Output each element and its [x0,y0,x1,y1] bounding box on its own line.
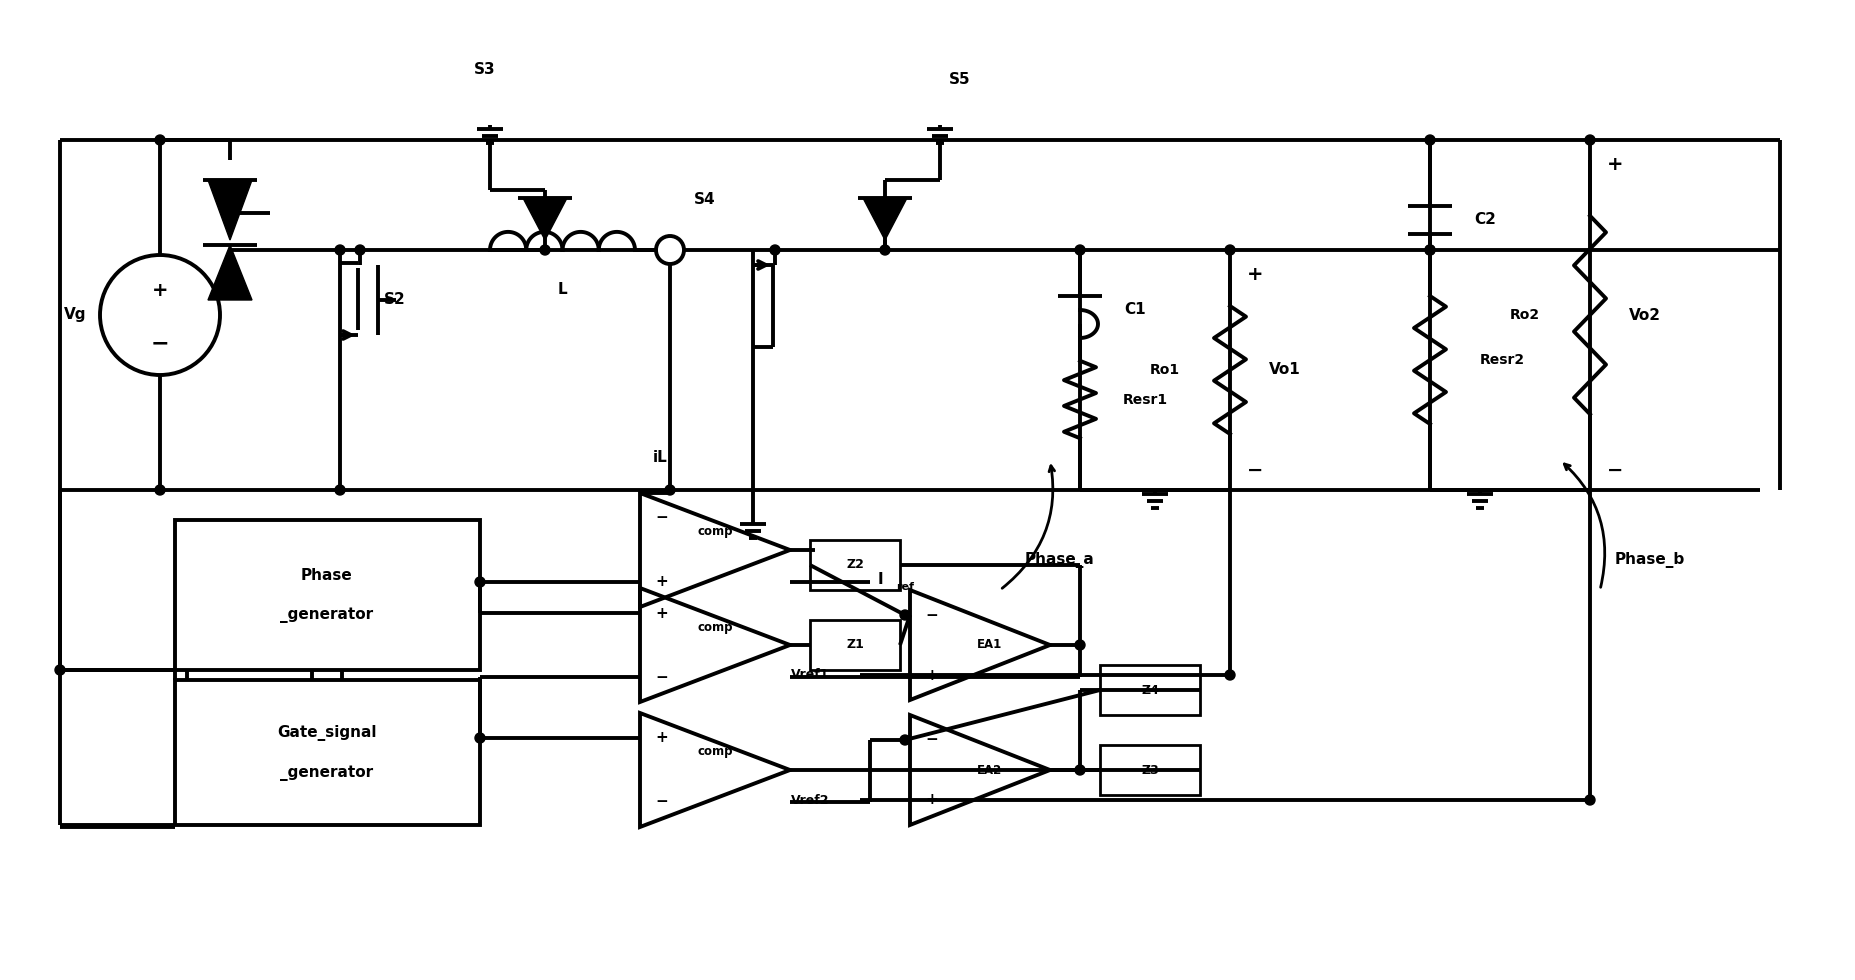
Polygon shape [208,180,252,240]
Text: Z2: Z2 [846,559,864,571]
Circle shape [1425,245,1436,255]
Text: Ro1: Ro1 [1150,363,1180,377]
Text: −: − [926,608,939,622]
Text: Phase_a: Phase_a [1026,552,1094,568]
Bar [811,620,900,670]
Circle shape [1584,135,1595,145]
Text: _generator: _generator [280,608,373,622]
Text: S1: S1 [224,203,245,218]
Circle shape [1425,245,1436,255]
Text: −: − [926,732,939,748]
Polygon shape [863,198,907,240]
Polygon shape [208,245,252,300]
Text: Phase_b: Phase_b [1616,552,1684,568]
Text: −: − [1606,461,1623,479]
Circle shape [1076,765,1085,775]
Text: Phase: Phase [301,567,352,582]
Circle shape [156,135,165,145]
Circle shape [336,485,345,495]
Text: +: + [655,730,668,746]
Circle shape [156,485,165,495]
Bar [1100,665,1200,715]
Bar [1100,745,1200,795]
Circle shape [475,733,484,743]
Circle shape [56,665,65,675]
Text: −: − [1247,461,1263,479]
Circle shape [900,735,911,745]
Text: +: + [1606,156,1623,174]
Text: comp: comp [697,620,733,633]
Circle shape [475,577,484,587]
Text: Vo1: Vo1 [1269,363,1300,377]
Text: S3: S3 [475,63,495,77]
Text: Z4: Z4 [1141,683,1159,697]
Text: +: + [655,574,668,590]
Circle shape [1584,795,1595,805]
Text: +: + [926,793,939,808]
Text: Z3: Z3 [1141,763,1159,776]
Text: EA2: EA2 [978,763,1002,776]
Circle shape [1224,670,1235,680]
Text: +: + [152,280,169,300]
Text: S5: S5 [950,73,970,87]
Text: EA1: EA1 [978,639,1002,652]
Text: −: − [655,795,668,809]
Circle shape [540,245,549,255]
Circle shape [770,245,779,255]
Text: +: + [1247,266,1263,284]
Circle shape [354,245,365,255]
Text: Vref1: Vref1 [790,668,829,681]
Circle shape [336,245,345,255]
Text: Gate_signal: Gate_signal [276,725,377,741]
Text: Z1: Z1 [846,639,864,652]
Text: iL: iL [653,451,668,465]
Circle shape [664,485,675,495]
Text: Resr1: Resr1 [1122,393,1167,407]
Text: −: − [150,333,169,353]
Text: −: − [655,511,668,525]
Text: L: L [556,282,568,298]
Text: I: I [877,571,883,586]
Text: +: + [655,606,668,620]
Circle shape [1076,245,1085,255]
Bar [811,540,900,590]
Circle shape [1076,640,1085,650]
Text: S4: S4 [694,192,716,208]
Text: +: + [926,667,939,682]
Text: Vg: Vg [63,308,85,322]
Text: S2: S2 [384,291,406,307]
Bar [174,680,480,825]
Circle shape [879,245,890,255]
Text: −: − [655,669,668,684]
Circle shape [1224,245,1235,255]
Text: C1: C1 [1124,303,1146,318]
Text: _generator: _generator [280,765,373,781]
Text: comp: comp [697,746,733,759]
Text: comp: comp [697,525,733,538]
Text: Vref2: Vref2 [790,794,829,807]
Circle shape [1425,135,1436,145]
Circle shape [900,610,911,620]
Text: Resr2: Resr2 [1480,353,1525,367]
Polygon shape [523,198,568,240]
Text: C2: C2 [1475,213,1495,227]
Text: Ro2: Ro2 [1510,308,1540,322]
Bar [174,520,480,670]
Text: Vo2: Vo2 [1629,308,1660,322]
Text: ref: ref [896,582,915,592]
